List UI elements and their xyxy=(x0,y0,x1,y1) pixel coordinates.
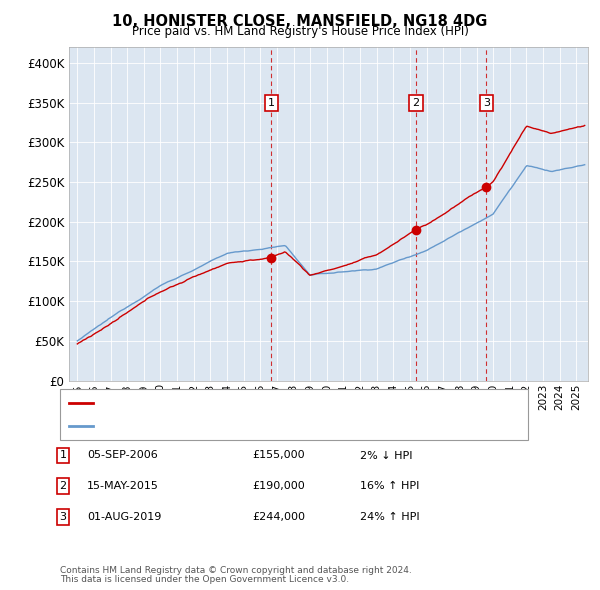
Text: 2: 2 xyxy=(413,98,420,108)
Text: 05-SEP-2006: 05-SEP-2006 xyxy=(87,451,158,460)
Text: Price paid vs. HM Land Registry's House Price Index (HPI): Price paid vs. HM Land Registry's House … xyxy=(131,25,469,38)
Text: 1: 1 xyxy=(59,451,67,460)
Text: £190,000: £190,000 xyxy=(252,481,305,491)
Text: 2: 2 xyxy=(59,481,67,491)
Text: 16% ↑ HPI: 16% ↑ HPI xyxy=(360,481,419,491)
Text: HPI: Average price, detached house, Mansfield: HPI: Average price, detached house, Mans… xyxy=(98,421,341,431)
Text: 3: 3 xyxy=(59,512,67,522)
Text: 15-MAY-2015: 15-MAY-2015 xyxy=(87,481,159,491)
Text: This data is licensed under the Open Government Licence v3.0.: This data is licensed under the Open Gov… xyxy=(60,575,349,584)
Text: £244,000: £244,000 xyxy=(252,512,305,522)
Text: 1: 1 xyxy=(268,98,275,108)
Text: Contains HM Land Registry data © Crown copyright and database right 2024.: Contains HM Land Registry data © Crown c… xyxy=(60,566,412,575)
Text: 10, HONISTER CLOSE, MANSFIELD, NG18 4DG: 10, HONISTER CLOSE, MANSFIELD, NG18 4DG xyxy=(112,14,488,29)
Text: 2% ↓ HPI: 2% ↓ HPI xyxy=(360,451,413,460)
Text: 01-AUG-2019: 01-AUG-2019 xyxy=(87,512,161,522)
Text: 3: 3 xyxy=(482,98,490,108)
Text: 24% ↑ HPI: 24% ↑ HPI xyxy=(360,512,419,522)
Text: 10, HONISTER CLOSE, MANSFIELD, NG18 4DG (detached house): 10, HONISTER CLOSE, MANSFIELD, NG18 4DG … xyxy=(98,398,431,408)
Text: £155,000: £155,000 xyxy=(252,451,305,460)
